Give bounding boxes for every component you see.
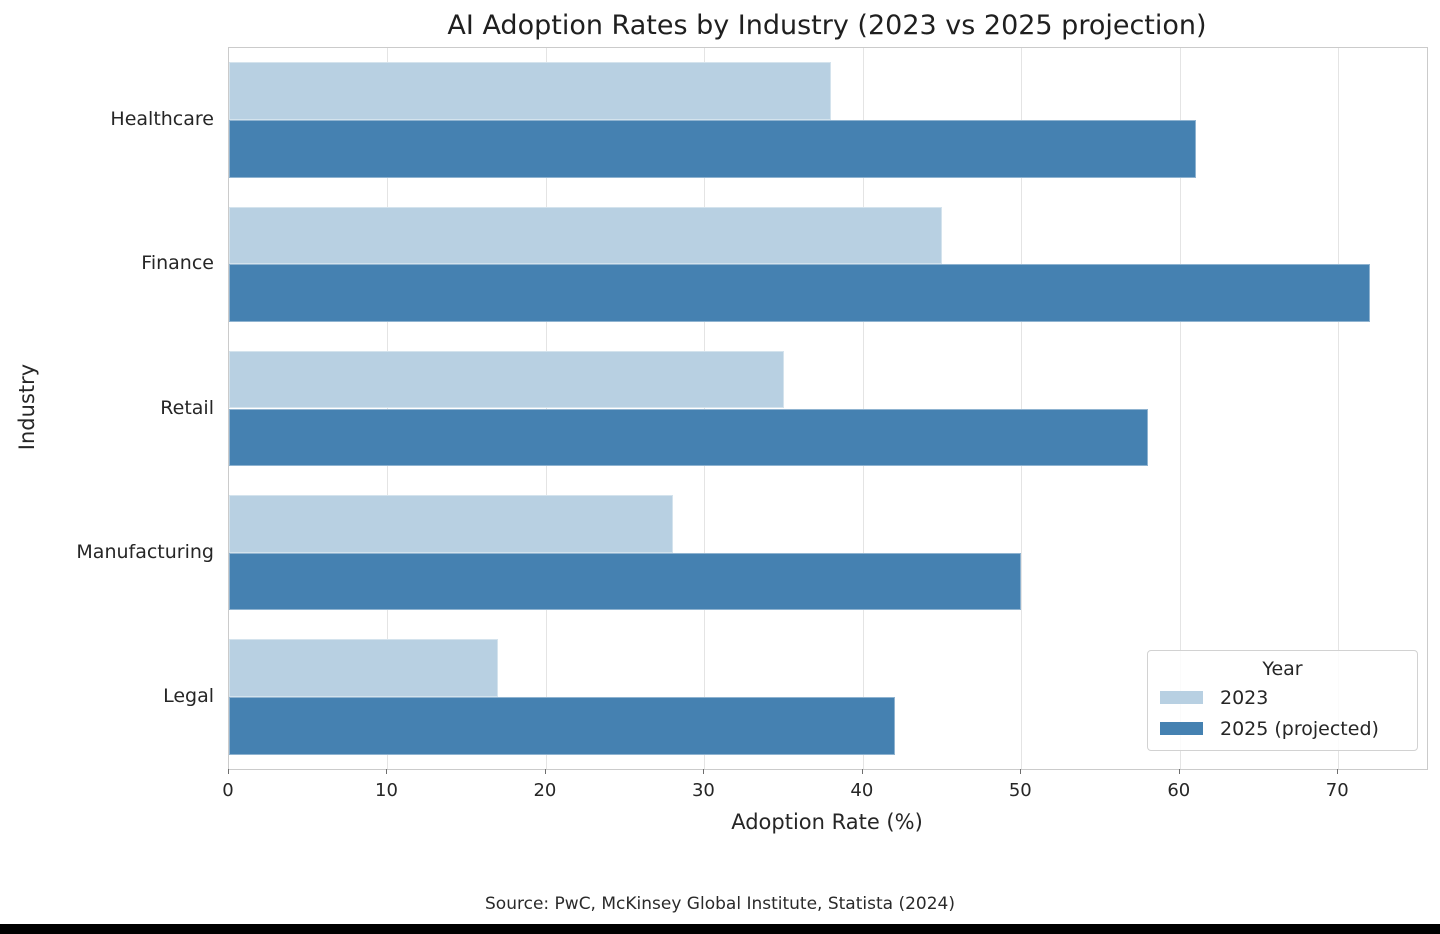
- x-tick-mark: [1020, 769, 1022, 774]
- bottom-black-bar: [0, 924, 1440, 934]
- y-tick-label: Retail: [160, 396, 214, 419]
- legend-swatch-icon: [1160, 722, 1203, 735]
- legend-label: 2025 (projected): [1220, 717, 1379, 740]
- x-tick-label: 40: [850, 780, 874, 801]
- legend: Year 2023 2025 (projected): [1147, 650, 1418, 751]
- x-tick-mark: [861, 769, 863, 774]
- y-tick-label: Healthcare: [110, 108, 214, 131]
- bar-2023-healthcare: [229, 62, 832, 121]
- x-tick-mark: [386, 769, 388, 774]
- y-tick-labels: Healthcare Finance Retail Manufacturing Lega…: [0, 47, 214, 768]
- x-tick-label: 10: [375, 780, 398, 801]
- x-tick-marks: [228, 769, 1426, 775]
- x-tick-label: 70: [1325, 780, 1349, 801]
- legend-swatch-icon: [1160, 691, 1203, 704]
- bar-2025-projected--retail: [229, 408, 1149, 467]
- bar-2023-finance: [229, 206, 943, 265]
- chart-title: AI Adoption Rates by Industry (2023 vs 2…: [447, 10, 1207, 41]
- x-tick-labels: 0 10 20 30 40 50 60 70: [222, 780, 1426, 802]
- x-tick-mark: [1337, 769, 1339, 774]
- y-tick-label: Finance: [141, 252, 214, 275]
- bar-2025-projected--legal: [229, 696, 895, 755]
- bar-2023-retail: [229, 350, 784, 409]
- x-tick-label: 30: [691, 780, 715, 801]
- x-tick-mark: [228, 769, 229, 774]
- x-tick-label: 0: [222, 780, 234, 801]
- y-tick-label: Legal: [163, 684, 214, 707]
- bar-2025-projected--finance: [229, 264, 1370, 322]
- bar-2025-projected--manufacturing: [229, 552, 1022, 611]
- legend-items: 2023 2025 (projected): [1160, 682, 1405, 744]
- y-tick-label: Manufacturing: [76, 540, 214, 563]
- x-tick-label: 50: [1008, 780, 1032, 801]
- x-tick-mark: [703, 769, 705, 774]
- bar-2023-legal: [229, 639, 499, 697]
- legend-label: 2023: [1220, 686, 1269, 709]
- gridline: [1179, 48, 1181, 769]
- x-tick-mark: [544, 769, 546, 774]
- plot-area: [228, 47, 1428, 770]
- bar-2025-projected--healthcare: [229, 120, 1196, 178]
- gridline: [1338, 48, 1340, 769]
- x-axis-label: Adoption Rate (%): [731, 810, 923, 834]
- x-tick-label: 20: [533, 780, 557, 801]
- legend-title: Year: [1262, 658, 1303, 680]
- source-caption: Source: PwC, McKinsey Global Institute, …: [485, 894, 955, 914]
- legend-row: 2025 (projected): [1160, 713, 1405, 744]
- x-tick-label: 60: [1167, 780, 1191, 801]
- bar-2023-manufacturing: [229, 495, 673, 553]
- legend-row: 2023: [1160, 682, 1405, 713]
- x-tick-mark: [1178, 769, 1180, 774]
